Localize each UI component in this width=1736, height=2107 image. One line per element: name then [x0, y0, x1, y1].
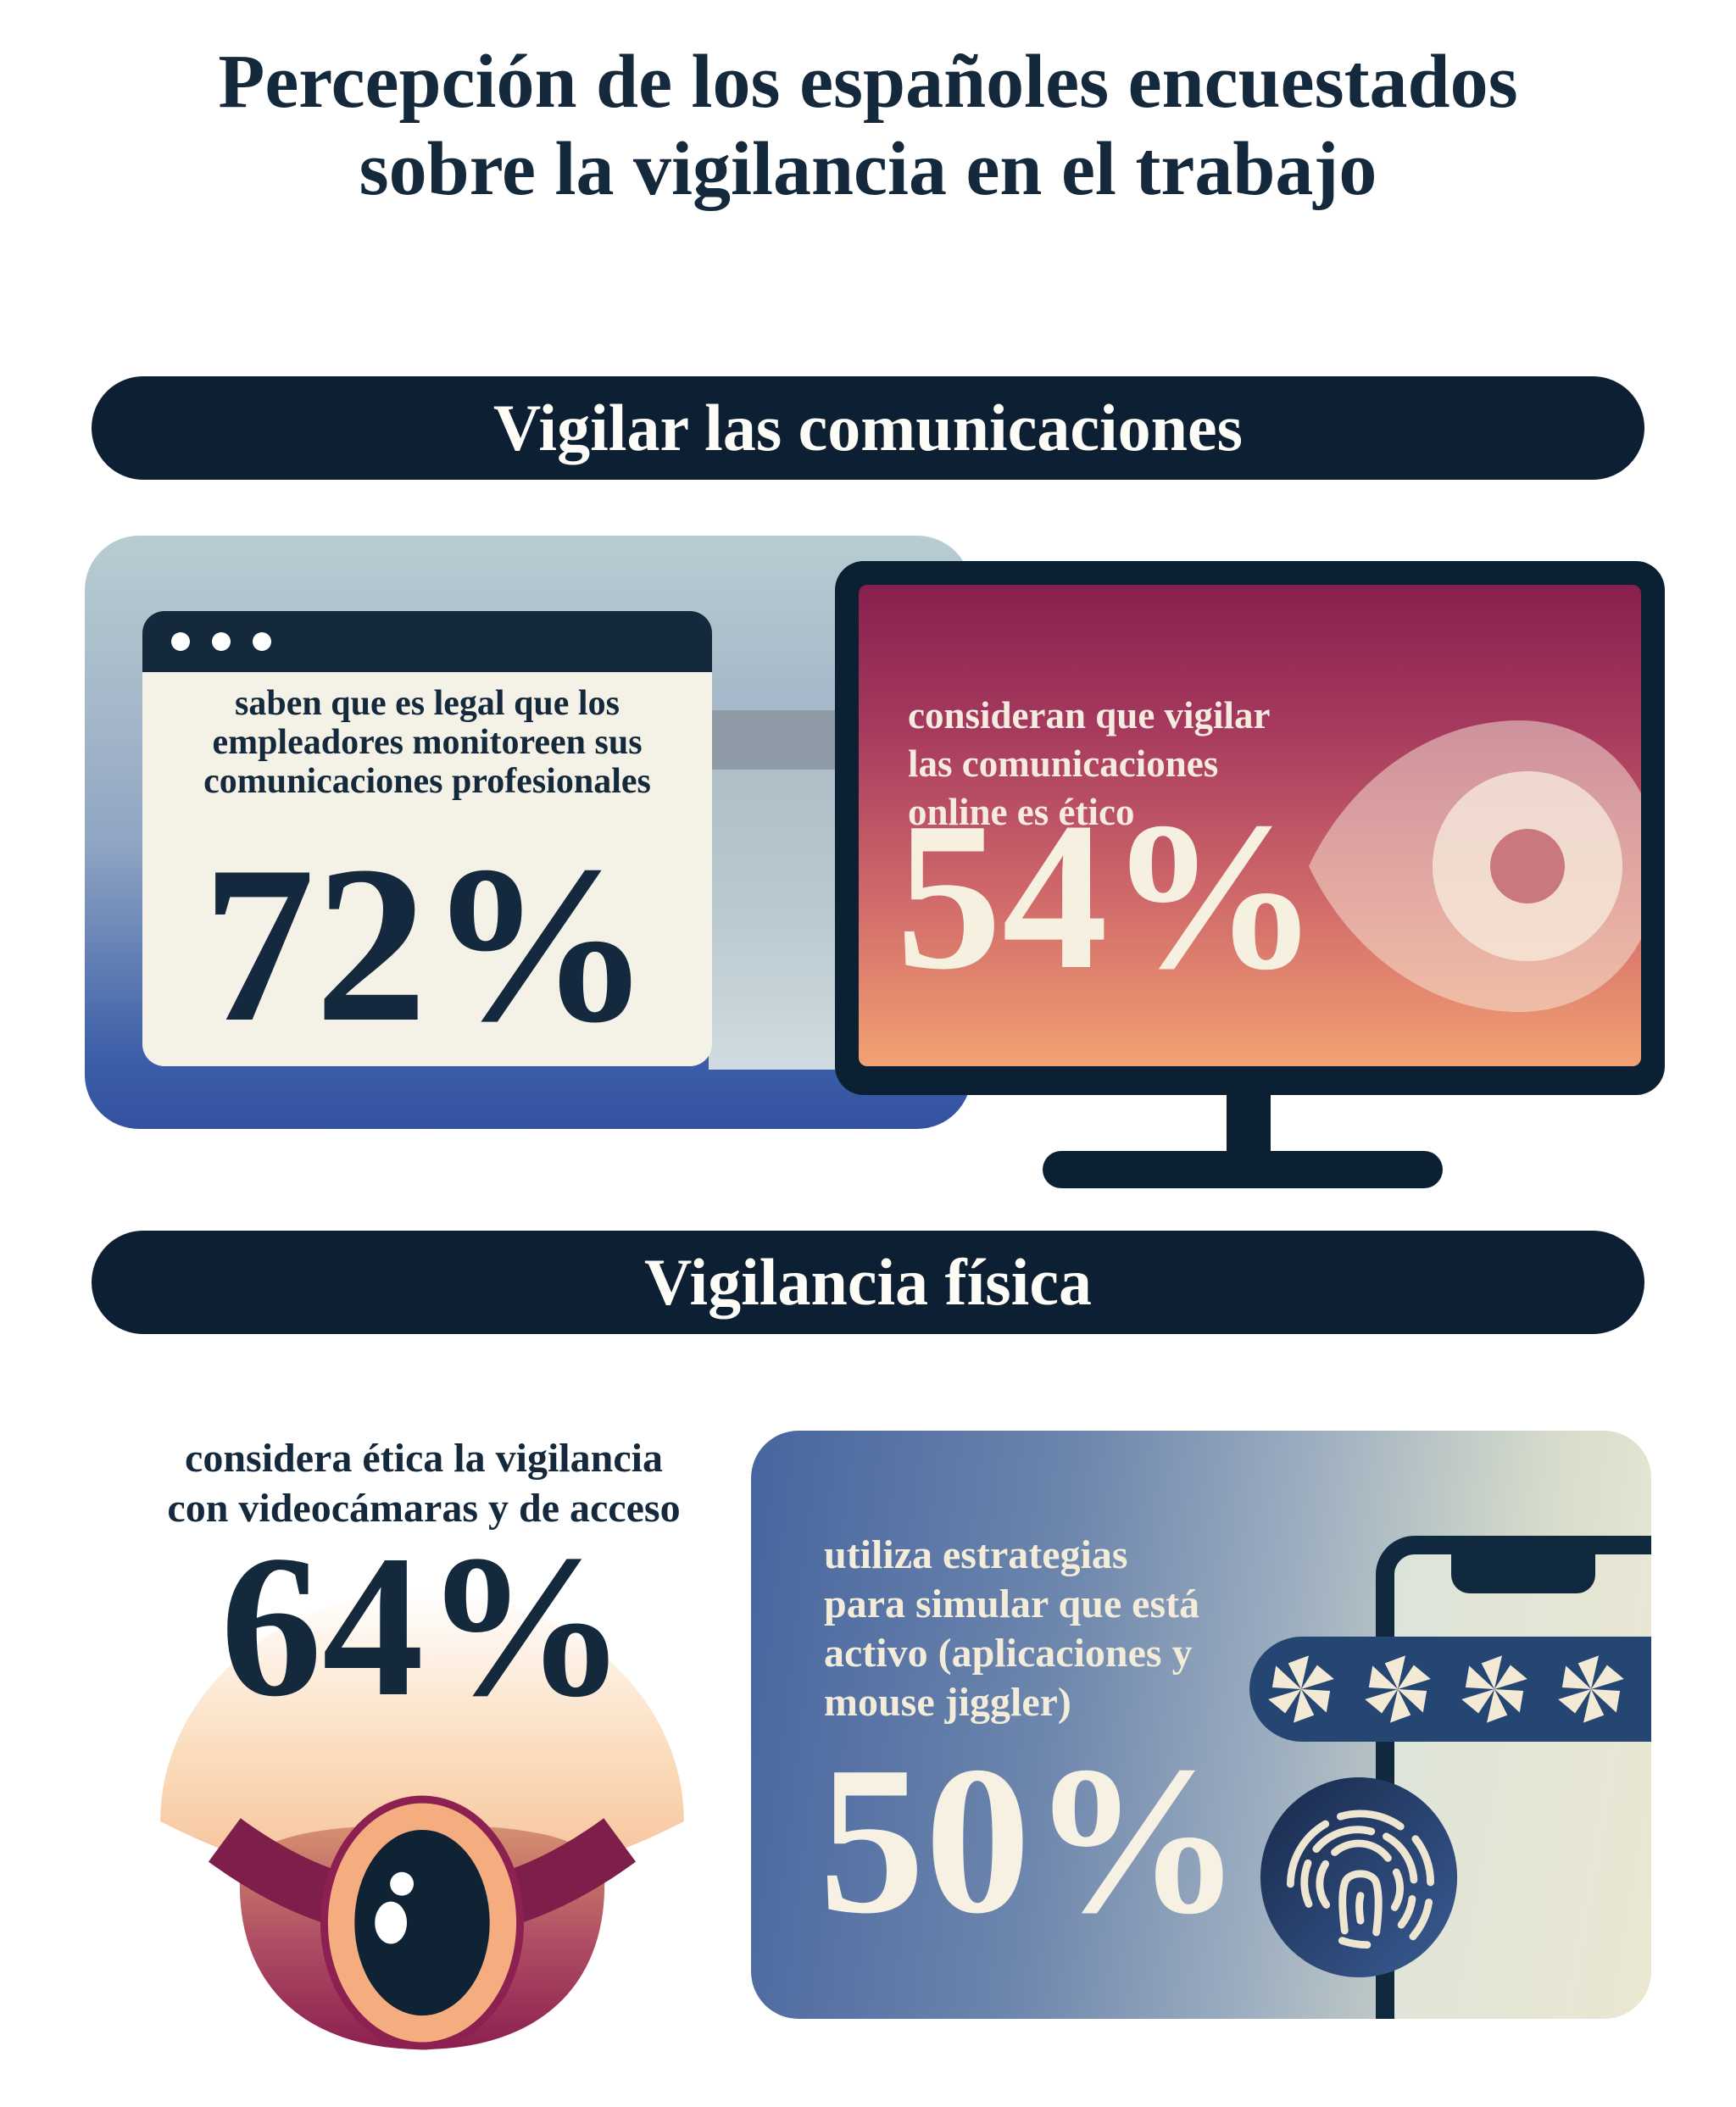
stat-label-line: utiliza estrategias [824, 1532, 1128, 1577]
monitor-screen: consideran que vigilar las comunicacione… [859, 585, 1641, 1066]
title-line-1: Percepción de los españoles encuestados [218, 40, 1518, 124]
activity-simulation-stat-value: 50% [819, 1723, 1243, 1958]
page-title: Percepción de los españoles encuestados … [0, 39, 1736, 213]
eye-icon [1309, 720, 1641, 1012]
asterisk-icon [1461, 1655, 1527, 1723]
section-banner-communications: Vigilar las comunicaciones [92, 376, 1644, 480]
stat-label-line: saben que es legal que los [235, 684, 620, 723]
stat-label-line: empleadores monitoreen sus [212, 723, 643, 763]
security-camera-icon [160, 1591, 684, 2050]
legal-monitoring-stat-label: saben que es legal que los empleadores m… [142, 684, 712, 802]
stat-label-line: mouse jiggler) [824, 1680, 1071, 1726]
asterisk-icon [1558, 1655, 1624, 1723]
stat-label-line: las comunicaciones [908, 742, 1219, 786]
stat-label-line: para simular que está [824, 1582, 1200, 1627]
stat-label-line: comunicaciones profesionales [203, 762, 651, 802]
browser-window: saben que es legal que los empleadores m… [142, 611, 712, 1066]
section-banner-communications-label: Vigilar las comunicaciones [493, 391, 1243, 464]
stat-label-line: con videocámaras y de acceso [167, 1485, 681, 1531]
window-dot-icon [212, 632, 231, 651]
window-dot-icon [171, 632, 190, 651]
fingerprint-icon [1260, 1777, 1458, 1977]
browser-titlebar [142, 611, 712, 672]
asterisk-icon [1365, 1655, 1431, 1723]
smartphone-notch [1451, 1554, 1595, 1593]
activity-simulation-stat-label: utiliza estrategias para simular que est… [824, 1531, 1199, 1727]
window-dot-icon [253, 632, 271, 651]
camera-ethics-stat-value: 64% [220, 1513, 627, 1738]
stat-label-line: activo (aplicaciones y [824, 1631, 1193, 1676]
legal-monitoring-stat-value: 72% [203, 820, 652, 1069]
camera-ethics-stat-label: considera ética la vigilancia con videoc… [0, 1434, 848, 1533]
monitor-stand-base [1043, 1151, 1443, 1188]
stat-label-line: consideran que vigilar [908, 694, 1271, 737]
monitor-illustration: consideran que vigilar las comunicacione… [835, 561, 1665, 1095]
password-field [1249, 1637, 1651, 1742]
stat-label-line: online es ético [908, 791, 1135, 834]
title-line-2: sobre la vigilancia en el trabajo [359, 126, 1377, 211]
stat-label-line: considera ética la vigilancia [185, 1436, 663, 1481]
monitor-stand-neck [1227, 1093, 1271, 1158]
online-ethics-stat-value: 54% [896, 779, 1320, 1014]
asterisk-icon [1268, 1655, 1334, 1723]
online-ethics-stat-label: consideran que vigilar las comunicacione… [908, 692, 1271, 837]
section-banner-physical: Vigilancia física [92, 1231, 1644, 1334]
section-banner-physical-label: Vigilancia física [644, 1245, 1092, 1319]
physical-surveillance-card: utiliza estrategias para simular que est… [751, 1431, 1651, 2019]
